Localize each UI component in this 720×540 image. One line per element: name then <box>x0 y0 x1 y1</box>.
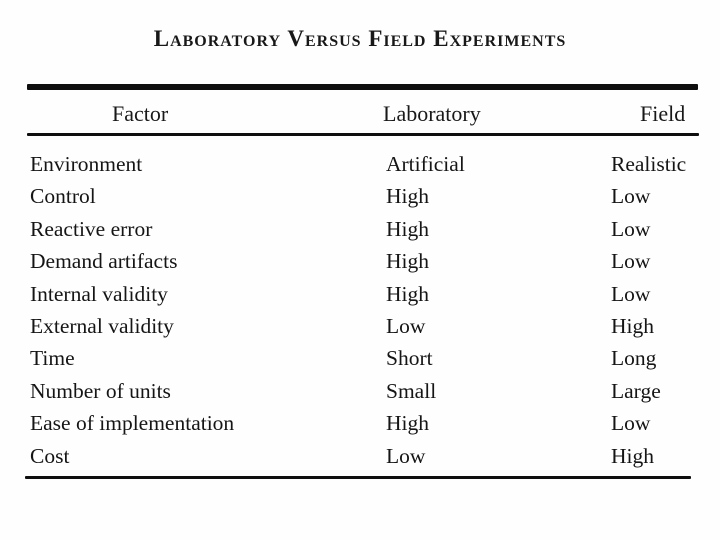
cell-laboratory: High <box>386 216 429 241</box>
table-row: Control High Low <box>0 181 720 213</box>
cell-field: Long <box>611 346 657 371</box>
cell-factor: Number of units <box>30 378 171 403</box>
cell-laboratory: Artificial <box>386 152 465 176</box>
cell-factor: Time <box>30 346 75 371</box>
table-row: Environment Artificial Realistic <box>0 149 720 181</box>
cell-field: High <box>611 443 654 468</box>
table-row: External validity Low High <box>0 311 720 343</box>
cell-field: Large <box>611 378 661 403</box>
cell-factor: Internal validity <box>30 281 168 306</box>
cell-field: High <box>611 313 654 338</box>
comparison-table-body: Environment Artificial Realistic Control… <box>0 149 720 473</box>
cell-field: Low <box>611 184 651 209</box>
cell-factor: Cost <box>30 443 70 468</box>
cell-laboratory: Low <box>386 313 426 338</box>
table-row: Ease of implementation High Low <box>0 408 720 440</box>
cell-field: Low <box>611 216 651 241</box>
table-row: Internal validity High Low <box>0 279 720 311</box>
table-row: Reactive error High Low <box>0 214 720 246</box>
cell-factor: Ease of implementation <box>30 411 235 436</box>
cell-laboratory: Small <box>386 378 437 403</box>
table-row: Number of units Small Large <box>0 376 720 408</box>
cell-laboratory: High <box>386 281 429 306</box>
cell-laboratory: Low <box>386 443 426 468</box>
cell-field: Low <box>611 281 651 306</box>
cell-laboratory: High <box>386 411 429 436</box>
table-header-rule <box>27 133 699 136</box>
cell-factor: Environment <box>30 152 143 176</box>
table-row: Demand artifacts High Low <box>0 246 720 278</box>
table-top-rule <box>27 84 698 90</box>
cell-laboratory: High <box>386 249 429 274</box>
table-row: Cost Low High <box>0 441 720 473</box>
table-row: Time Short Long <box>0 343 720 375</box>
cell-factor: Reactive error <box>30 216 153 241</box>
cell-factor: External validity <box>30 313 174 338</box>
cell-factor: Demand artifacts <box>30 249 178 274</box>
page-title: Laboratory Versus Field Experiments <box>153 26 567 51</box>
table-bottom-rule <box>25 476 691 479</box>
column-header-factor: Factor <box>112 101 169 126</box>
cell-field: Low <box>611 249 651 274</box>
column-header-laboratory: Laboratory <box>383 101 481 126</box>
cell-laboratory: High <box>386 184 429 209</box>
cell-field: Realistic <box>611 152 687 176</box>
cell-laboratory: Short <box>386 346 433 371</box>
cell-factor: Control <box>30 184 96 209</box>
cell-field: Low <box>611 411 651 436</box>
column-header-field: Field <box>640 101 686 126</box>
